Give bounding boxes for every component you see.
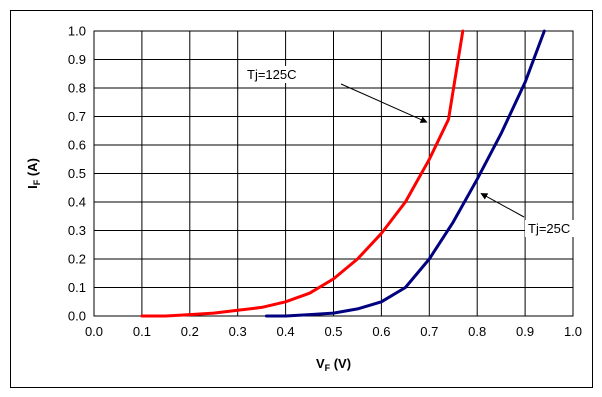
y-tick-label: 0.0 <box>68 309 86 324</box>
annotation-arrow <box>480 193 525 218</box>
y-tick-label: 0.5 <box>68 166 86 181</box>
y-tick-label: 0.7 <box>68 109 86 124</box>
series-line-tj25 <box>264 29 546 318</box>
forward-voltage-chart: 0.0 0.1 0.2 0.3 0.4 0.5 0.6 0.7 0.8 0.9 1.0 0.0 0.1 0… <box>25 24 582 374</box>
x-tick-label: 0.3 <box>229 324 247 339</box>
y-tick-label: 0.1 <box>68 280 86 295</box>
annotation-tj125: Tj=125C <box>247 67 297 82</box>
y-tick-label: 0.9 <box>68 52 86 67</box>
y-tick-label: 0.2 <box>68 252 86 267</box>
x-tick-label: 0.4 <box>277 324 295 339</box>
x-tick-label: 1.0 <box>564 324 582 339</box>
x-tick-label: 0.9 <box>516 324 534 339</box>
x-tick-label: 0.7 <box>420 324 438 339</box>
x-tick-label: 0.0 <box>85 324 103 339</box>
series-line-tj125 <box>140 29 465 318</box>
x-tick-label: 0.5 <box>324 324 342 339</box>
annotation-bg <box>244 66 302 83</box>
y-axis-label: IF (A) <box>25 158 42 189</box>
x-tick-label: 0.8 <box>468 324 486 339</box>
y-tick-label: 0.3 <box>68 223 86 238</box>
y-tick-label: 1.0 <box>68 24 86 39</box>
y-tick-label: 0.4 <box>68 195 86 210</box>
x-axis-label: VF (V) <box>316 356 351 373</box>
annotation-bg <box>525 220 576 237</box>
y-tick-label: 0.8 <box>68 81 86 96</box>
x-tick-label: 0.1 <box>133 324 151 339</box>
annotation-arrow <box>340 83 428 123</box>
annotation-tj25: Tj=25C <box>528 221 570 236</box>
x-tick-label: 0.6 <box>372 324 390 339</box>
x-tick-label: 0.2 <box>181 324 199 339</box>
chart-frame: 0.0 0.1 0.2 0.3 0.4 0.5 0.6 0.7 0.8 0.9 1.0 0.0 0.1 0… <box>10 10 593 388</box>
y-tick-label: 0.6 <box>68 138 86 153</box>
